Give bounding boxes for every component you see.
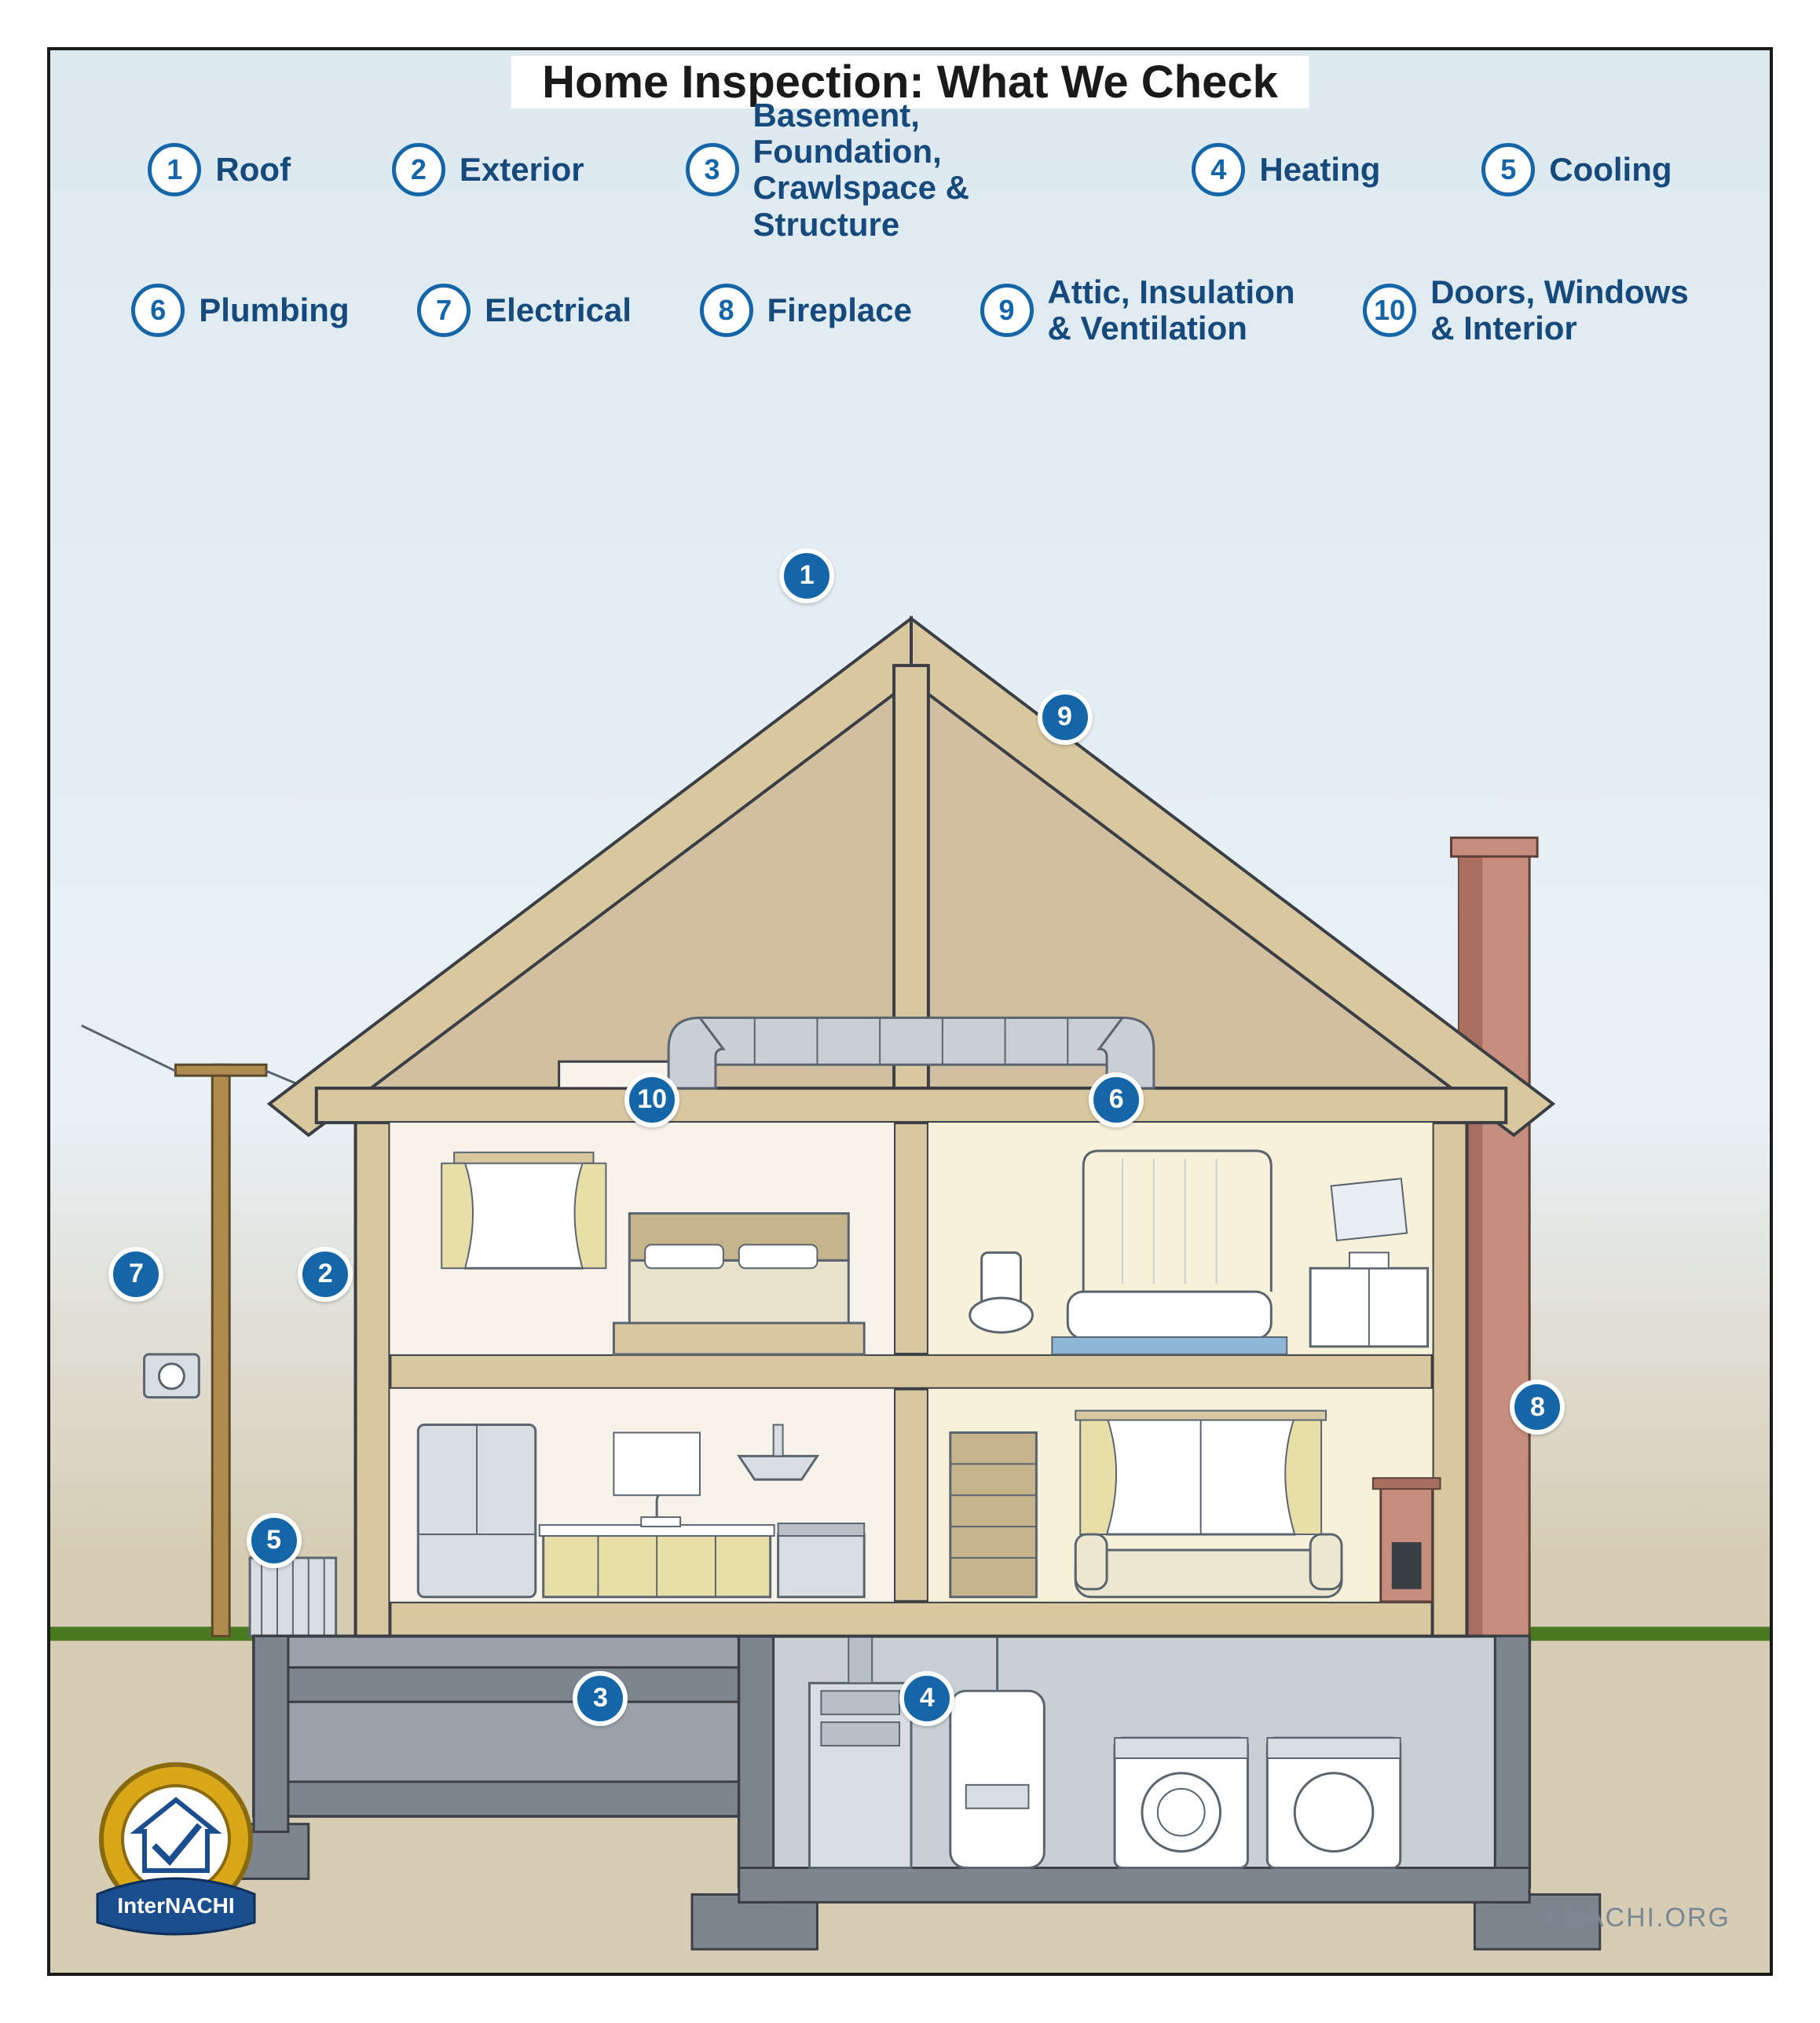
page: Home Inspection: What We Check 1Roof2Ext… xyxy=(0,0,1820,2023)
legend-badge: 5 xyxy=(1481,143,1535,196)
copyright: ©NACHI.ORG xyxy=(1544,1903,1730,1933)
legend-item: 5 Cooling xyxy=(1481,143,1672,196)
legend-item: 3 Basement, Foundation,Crawlspace & Struc… xyxy=(686,97,1091,243)
legend-badge: 1 xyxy=(148,143,201,196)
legend-label: Roof xyxy=(215,152,291,188)
legend-row: 1 Roof 2 Exterior 3 Basement, Foundation,Craw… xyxy=(97,97,1723,243)
legend-badge: 3 xyxy=(686,143,739,196)
diagram-marker-2: 2 xyxy=(298,1247,353,1302)
legend-badge: 2 xyxy=(392,143,445,196)
legend-label: Cooling xyxy=(1549,152,1672,188)
internachi-logo: InterNACHI xyxy=(82,1753,270,1941)
diagram-marker-6: 6 xyxy=(1089,1072,1144,1127)
house-diagram: 1 9 10 6 2 7 8 5 3 4 xyxy=(50,310,1770,1973)
diagram-marker-4: 4 xyxy=(899,1671,954,1726)
marker-layer: 1 9 10 6 2 7 8 5 3 4 xyxy=(50,310,1770,1973)
legend-badge: 4 xyxy=(1192,143,1245,196)
diagram-frame: Home Inspection: What We Check 1Roof2Ext… xyxy=(47,47,1773,1976)
diagram-marker-10: 10 xyxy=(624,1072,679,1127)
legend-label: Heating xyxy=(1259,152,1380,188)
diagram-marker-3: 3 xyxy=(573,1671,628,1726)
diagram-marker-1: 1 xyxy=(779,548,834,603)
legend-item: 4 Heating xyxy=(1192,143,1380,196)
legend-label: Exterior xyxy=(460,152,584,188)
diagram-marker-5: 5 xyxy=(247,1513,302,1568)
diagram-marker-7: 7 xyxy=(108,1247,163,1302)
legend-item: 1 Roof xyxy=(148,143,291,196)
legend-label: Basement, Foundation,Crawlspace & Struct… xyxy=(753,97,1091,243)
diagram-marker-8: 8 xyxy=(1510,1380,1565,1435)
logo-text: InterNACHI xyxy=(117,1893,234,1918)
legend-item: 2 Exterior xyxy=(392,143,584,196)
diagram-marker-9: 9 xyxy=(1038,690,1093,745)
